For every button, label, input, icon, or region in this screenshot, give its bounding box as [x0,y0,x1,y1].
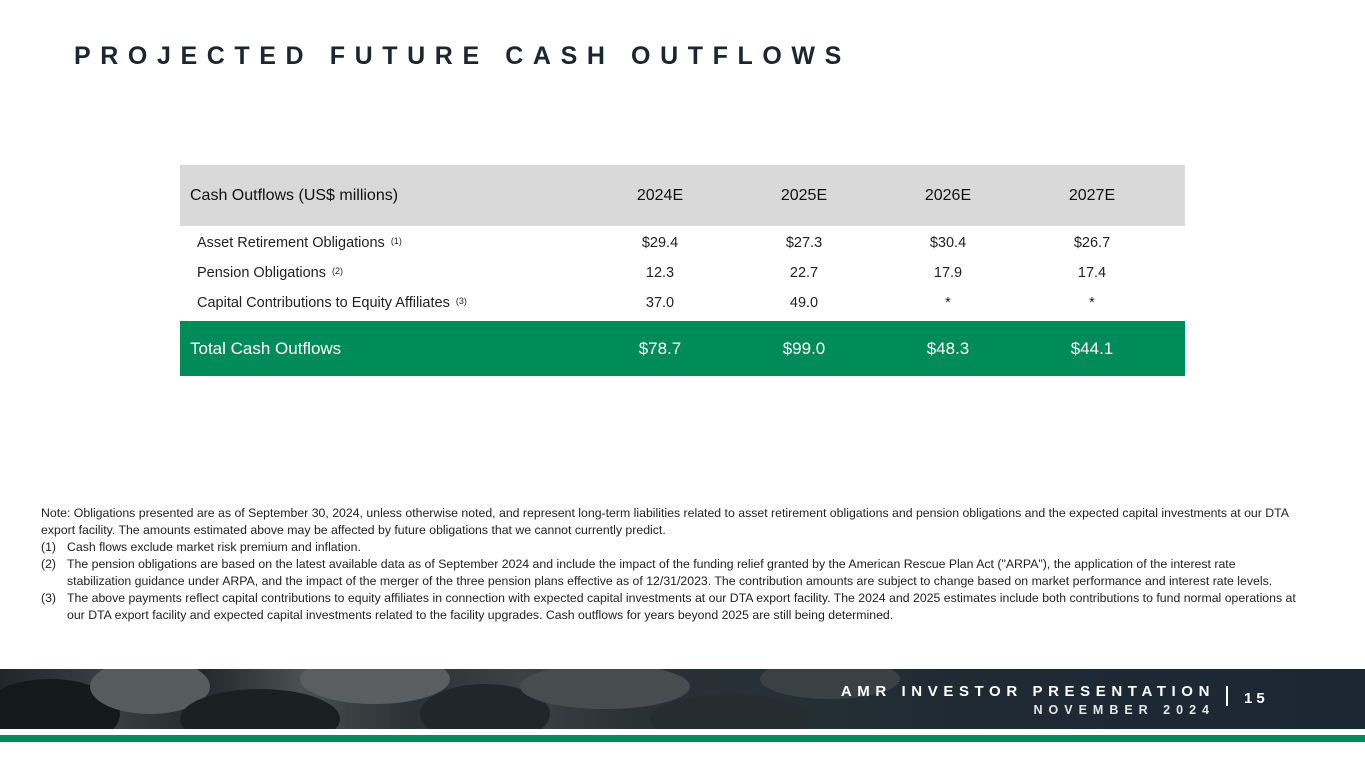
coal-texture [520,669,690,709]
table-header-row: Cash Outflows (US$ millions) 2024E 2025E… [180,165,1185,226]
footnote-ref: (3) [455,296,467,306]
presentation-name: AMR INVESTOR PRESENTATION [840,683,1215,700]
table-row: Pension Obligations (2) 12.3 22.7 17.9 1… [180,258,1185,288]
column-header-2024e: 2024E [636,186,684,204]
total-cell: $48.3 [926,338,970,358]
footnote-text: The pension obligations are based on the… [67,557,1273,588]
footer-divider [1226,686,1228,706]
row-label: Capital Contributions to Equity Affiliat… [180,295,588,311]
column-header-2026e: 2026E [924,186,972,204]
row-label: Asset Retirement Obligations (1) [180,235,588,251]
coal-texture [180,689,340,729]
table-row: Capital Contributions to Equity Affiliat… [180,288,1185,318]
footnotes: Note: Obligations presented are as of Se… [41,505,1301,624]
footnote-item: (2) The pension obligations are based on… [41,556,1301,590]
table-cell: 37.0 [645,295,675,311]
cash-outflows-table: Cash Outflows (US$ millions) 2024E 2025E… [180,165,1185,376]
bottom-accent-stripe [0,735,1365,742]
table-cell: $29.4 [641,235,679,251]
footnote-item: (3) The above payments reflect capital c… [41,590,1301,624]
footer-banner-image [0,669,1365,729]
note-intro: Note: Obligations presented are as of Se… [41,506,1289,537]
total-cell: $44.1 [1070,338,1114,358]
table-cell: $27.3 [785,235,823,251]
footnote-text: Cash flows exclude market risk premium a… [67,540,361,554]
table-cell: * [945,295,951,311]
table-cell: 17.9 [933,265,963,281]
table-cell: 49.0 [789,295,819,311]
table-row: Asset Retirement Obligations (1) $29.4 $… [180,228,1185,258]
footnote-number: (2) [41,557,57,571]
total-cell: $99.0 [782,338,826,358]
page-number: 15 [1244,690,1269,707]
row-label-text: Asset Retirement Obligations [197,235,385,251]
footnote-ref: (2) [332,266,344,276]
column-header-label: Cash Outflows (US$ millions) [190,186,399,204]
presentation-date: NOVEMBER 2024 [1033,703,1215,717]
total-label: Total Cash Outflows [190,338,342,358]
footnote-ref: (1) [390,236,402,246]
table-cell: $30.4 [929,235,967,251]
table-cell: 22.7 [789,265,819,281]
row-label-text: Pension Obligations [197,265,326,281]
page-title: PROJECTED FUTURE CASH OUTFLOWS [74,42,851,70]
footnote-item: (1) Cash flows exclude market risk premi… [41,539,1301,556]
column-header-2027e: 2027E [1068,186,1116,204]
table-cell: 12.3 [645,265,675,281]
table-cell: * [1089,295,1095,311]
footnote-text: The above payments reflect capital contr… [67,591,1296,622]
table-cell: 17.4 [1077,265,1107,281]
row-label-text: Capital Contributions to Equity Affiliat… [197,295,450,311]
footer-caption: AMR INVESTOR PRESENTATION NOVEMBER 2024 [841,683,1215,717]
footnote-number: (3) [41,591,57,605]
table-cell: $26.7 [1073,235,1111,251]
coal-texture [650,694,810,729]
footnote-number: (1) [41,540,57,554]
row-label: Pension Obligations (2) [180,265,588,281]
total-cell: $78.7 [638,338,682,358]
column-header-2025e: 2025E [780,186,828,204]
total-row: Total Cash Outflows $78.7 $99.0 $48.3 $4… [180,321,1185,376]
